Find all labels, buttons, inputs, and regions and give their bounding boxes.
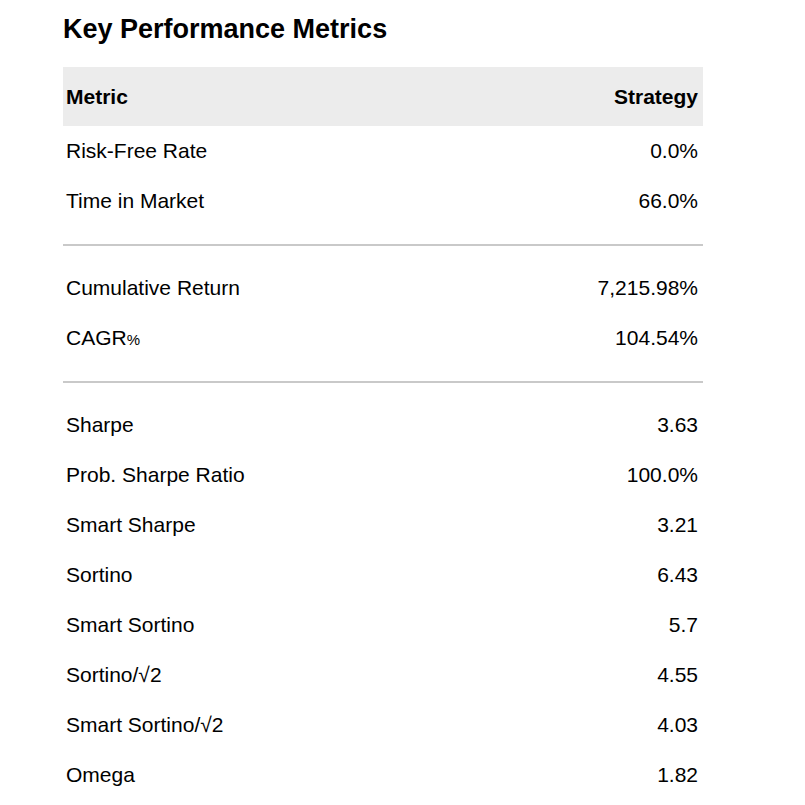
table-row: Smart Sortino/√2 4.03 — [63, 700, 703, 750]
metric-label: Sortino/√2 — [66, 663, 162, 687]
metric-value: 4.55 — [657, 663, 698, 687]
metric-value: 100.0% — [627, 463, 698, 487]
section-divider — [63, 363, 703, 400]
table-header-row: Metric Strategy — [63, 67, 703, 126]
table-row: Omega 1.82 — [63, 750, 703, 800]
metric-label: Cumulative Return — [66, 276, 240, 300]
metric-label: Time in Market — [66, 189, 204, 213]
section-divider — [63, 226, 703, 263]
metric-value: 1.82 — [657, 763, 698, 787]
header-strategy: Strategy — [614, 85, 698, 109]
metric-label-text: CAGR — [66, 326, 127, 349]
table-row: Sortino 6.43 — [63, 550, 703, 600]
table-row: Sharpe 3.63 — [63, 400, 703, 450]
percent-suffix: % — [127, 331, 140, 348]
metrics-table: Metric Strategy Risk-Free Rate 0.0% Time… — [63, 67, 703, 800]
metric-label: Smart Sortino — [66, 613, 194, 637]
header-metric: Metric — [66, 85, 128, 109]
table-row: Sortino/√2 4.55 — [63, 650, 703, 700]
divider-line — [63, 244, 703, 246]
table-row: CAGR% 104.54% — [63, 313, 703, 363]
metric-value: 4.03 — [657, 713, 698, 737]
metric-value: 3.63 — [657, 413, 698, 437]
metric-label: Risk-Free Rate — [66, 139, 207, 163]
metric-label: Omega — [66, 763, 135, 787]
table-row: Cumulative Return 7,215.98% — [63, 263, 703, 313]
metric-value: 5.7 — [669, 613, 698, 637]
table-row: Risk-Free Rate 0.0% — [63, 126, 703, 176]
metric-label: Smart Sortino/√2 — [66, 713, 223, 737]
metric-value: 6.43 — [657, 563, 698, 587]
metric-value: 104.54% — [615, 326, 698, 350]
table-row: Prob. Sharpe Ratio 100.0% — [63, 450, 703, 500]
metric-value: 7,215.98% — [598, 276, 698, 300]
metric-value: 66.0% — [638, 189, 698, 213]
table-row: Time in Market 66.0% — [63, 176, 703, 226]
table-row: Smart Sortino 5.7 — [63, 600, 703, 650]
metric-label: Sharpe — [66, 413, 134, 437]
metric-label: Smart Sharpe — [66, 513, 196, 537]
metric-label: Prob. Sharpe Ratio — [66, 463, 245, 487]
metric-value: 3.21 — [657, 513, 698, 537]
divider-line — [63, 381, 703, 383]
metric-value: 0.0% — [650, 139, 698, 163]
metric-label: CAGR% — [66, 326, 140, 350]
page-title: Key Performance Metrics — [63, 14, 805, 44]
metric-label: Sortino — [66, 563, 133, 587]
table-row: Smart Sharpe 3.21 — [63, 500, 703, 550]
